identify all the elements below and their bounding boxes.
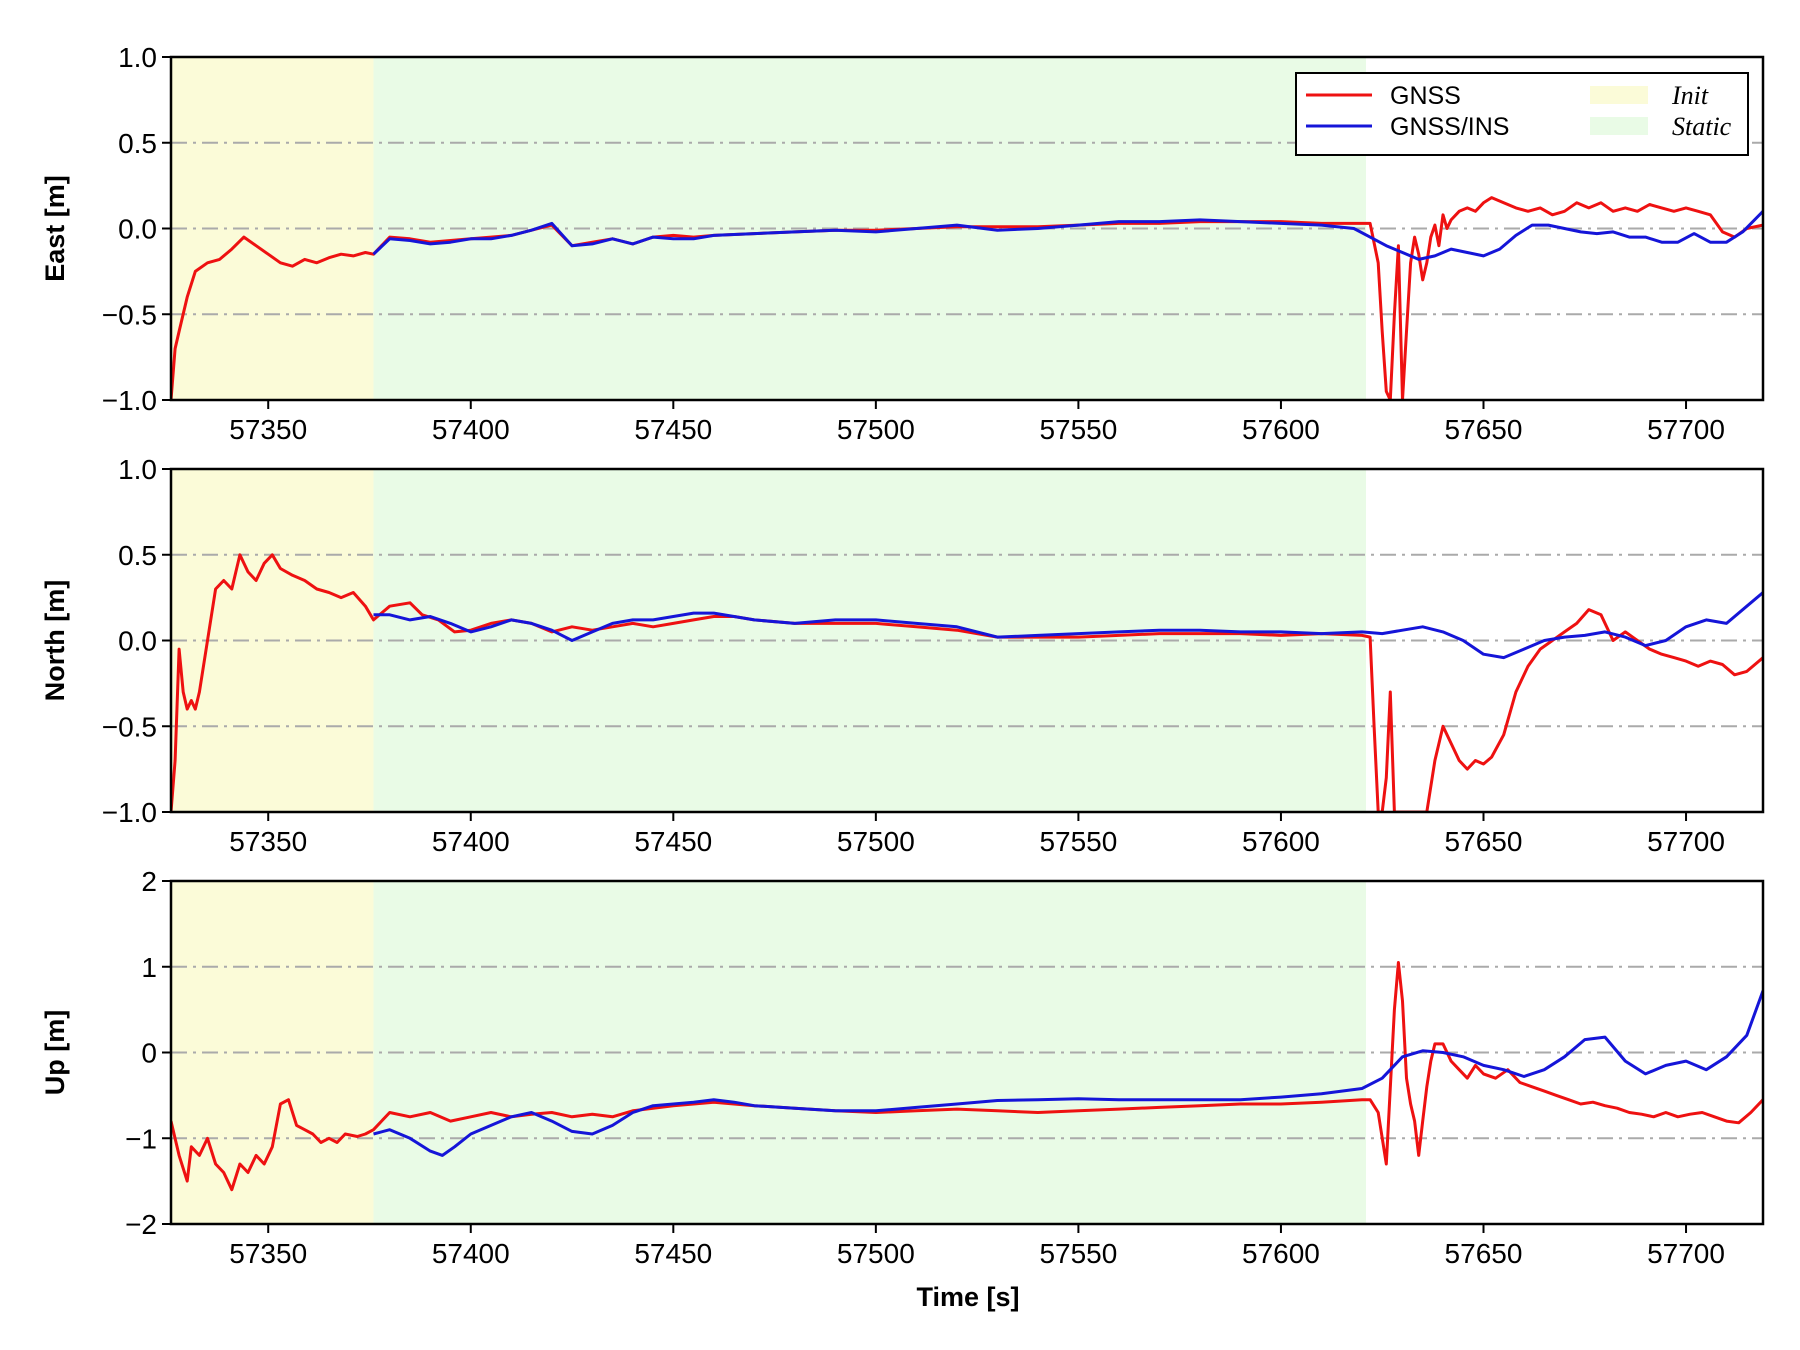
series-line-gnss-ins xyxy=(373,990,1763,1157)
x-tick-label: 57650 xyxy=(1445,414,1523,445)
x-tick-label: 57500 xyxy=(837,1238,915,1269)
x-tick-label: 57550 xyxy=(1039,826,1117,857)
legend-label-gnss: GNSS xyxy=(1390,82,1461,110)
x-tick-label: 57400 xyxy=(432,1238,510,1269)
x-tick-label: 57550 xyxy=(1039,414,1117,445)
x-tick-label: 57350 xyxy=(229,1238,307,1269)
legend: GNSS GNSS/INS Init Static xyxy=(1295,72,1749,156)
legend-swatch-static xyxy=(1590,117,1648,135)
y-tick-label: −1 xyxy=(125,1123,157,1154)
x-tick-label: 57450 xyxy=(634,1238,712,1269)
y-tick-label: 0.5 xyxy=(118,128,157,159)
y-tick-label: 0.5 xyxy=(118,540,157,571)
x-tick-label: 57500 xyxy=(837,414,915,445)
x-tick-label: 57650 xyxy=(1445,1238,1523,1269)
y-tick-label: 1.0 xyxy=(118,42,157,73)
x-tick-label: 57650 xyxy=(1445,826,1523,857)
x-tick-label: 57600 xyxy=(1242,1238,1320,1269)
y-tick-label: −2 xyxy=(125,1209,157,1240)
y-tick-label: 1.0 xyxy=(118,454,157,485)
y-tick-label: 2 xyxy=(141,866,157,897)
y-axis-title: North [m] xyxy=(40,580,70,701)
series-line-gnss-ins xyxy=(373,591,1763,660)
x-tick-label: 57400 xyxy=(432,414,510,445)
x-tick-label: 57500 xyxy=(837,826,915,857)
legend-label-init: Init xyxy=(1671,81,1709,110)
y-tick-label: −1.0 xyxy=(102,797,157,828)
up-panel: −2 −1 0 1 2 57350 57400 57450 57500 57550 57600 576… xyxy=(40,866,1765,1269)
x-tick-label: 57400 xyxy=(432,826,510,857)
x-tick-label: 57550 xyxy=(1039,1238,1117,1269)
north-panel: −1.0 −0.5 0.0 0.5 1.0 57350 57400 57450 57500 575… xyxy=(40,454,1765,857)
legend-label-static: Static xyxy=(1672,112,1732,141)
x-tick-label: 57450 xyxy=(634,414,712,445)
y-tick-label: −1.0 xyxy=(102,385,157,416)
x-tick-label: 57450 xyxy=(634,826,712,857)
legend-box xyxy=(1295,72,1749,156)
y-tick-label: 0 xyxy=(141,1038,157,1069)
x-tick-label: 57600 xyxy=(1242,826,1320,857)
x-tick-label: 57700 xyxy=(1647,826,1725,857)
x-tick-label: 57350 xyxy=(229,826,307,857)
legend-swatch-init xyxy=(1590,86,1648,104)
y-tick-label: 1 xyxy=(141,952,157,983)
legend-label-gnss-ins: GNSS/INS xyxy=(1390,113,1509,141)
x-tick-label: 57350 xyxy=(229,414,307,445)
y-axis-title: East [m] xyxy=(40,175,70,282)
y-tick-label: 0.0 xyxy=(118,214,157,245)
series-line-gnss xyxy=(171,961,1763,1192)
y-tick-label: −0.5 xyxy=(102,299,157,330)
x-tick-label: 57600 xyxy=(1242,414,1320,445)
y-tick-label: −0.5 xyxy=(102,711,157,742)
x-tick-label: 57700 xyxy=(1647,414,1725,445)
x-tick-label: 57700 xyxy=(1647,1238,1725,1269)
y-axis-title: Up [m] xyxy=(40,1010,70,1095)
x-axis-title: Time [s] xyxy=(916,1282,1019,1312)
series-line-gnss-ins xyxy=(372,210,1763,261)
y-tick-label: 0.0 xyxy=(118,626,157,657)
